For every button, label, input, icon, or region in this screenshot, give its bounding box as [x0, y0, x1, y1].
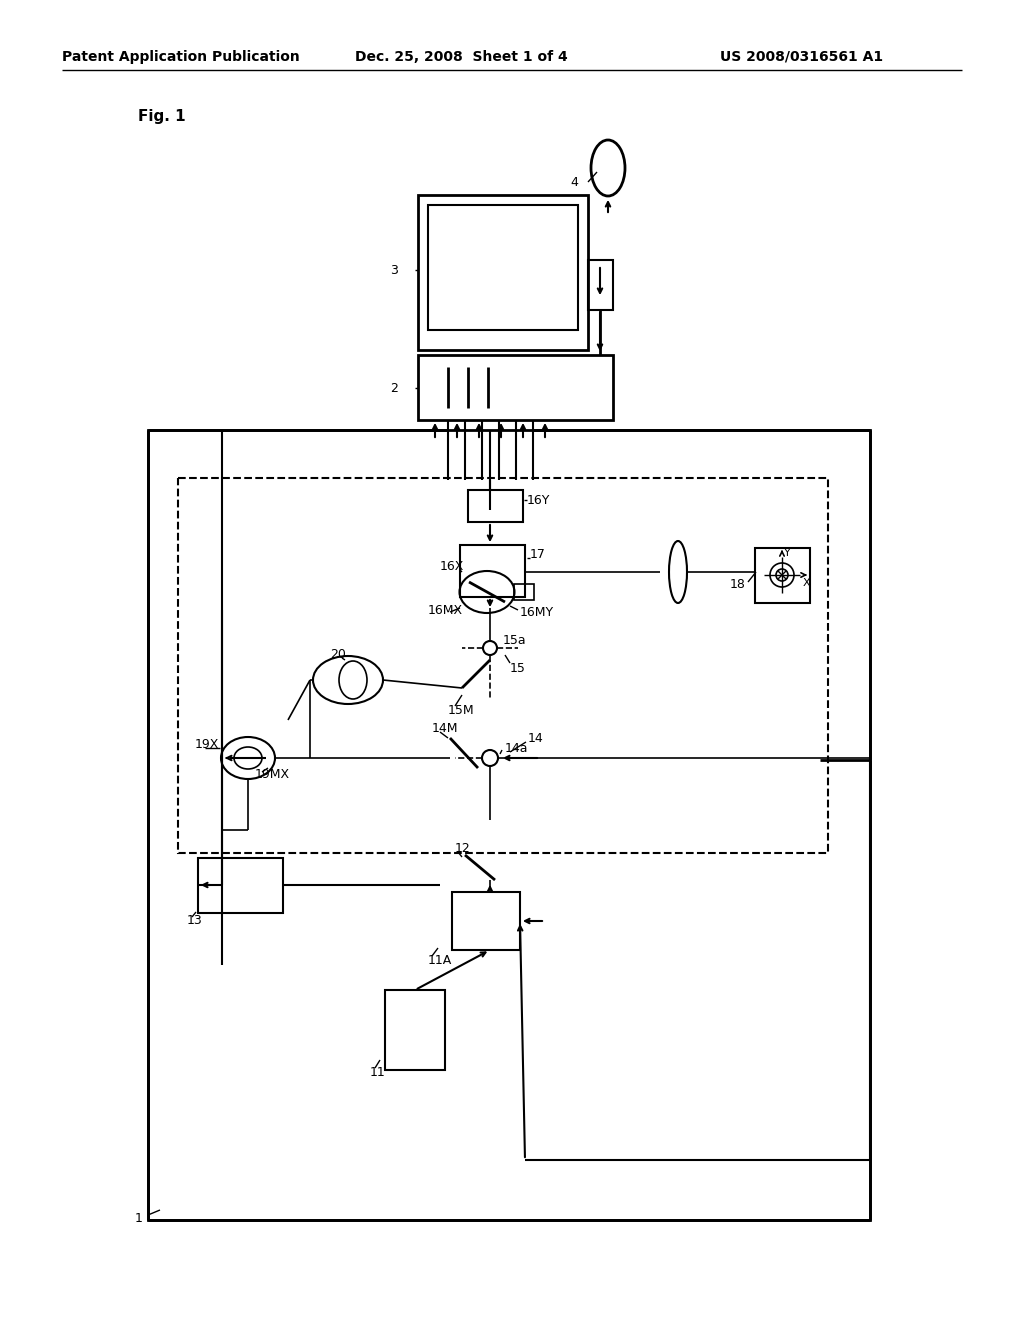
Bar — [460, 545, 525, 597]
Bar — [468, 490, 523, 521]
Bar — [514, 583, 534, 601]
Bar — [452, 892, 520, 950]
Text: 11: 11 — [370, 1065, 386, 1078]
Text: Dec. 25, 2008  Sheet 1 of 4: Dec. 25, 2008 Sheet 1 of 4 — [355, 50, 567, 63]
Text: 3: 3 — [390, 264, 398, 276]
Text: 2: 2 — [390, 381, 398, 395]
Text: 19MX: 19MX — [255, 768, 290, 781]
Bar — [428, 205, 578, 330]
Text: 15M: 15M — [449, 704, 475, 717]
Bar — [755, 548, 810, 603]
Text: 13: 13 — [187, 913, 203, 927]
Text: US 2008/0316561 A1: US 2008/0316561 A1 — [720, 50, 883, 63]
Text: 16X: 16X — [440, 561, 464, 573]
Text: 14a: 14a — [505, 742, 528, 755]
Text: X: X — [803, 578, 811, 587]
Text: Fig. 1: Fig. 1 — [138, 108, 185, 124]
Text: 11A: 11A — [428, 953, 453, 966]
Bar — [418, 195, 588, 350]
Bar — [178, 478, 828, 853]
Text: 14: 14 — [528, 731, 544, 744]
Bar — [418, 355, 613, 420]
Text: 12: 12 — [455, 842, 471, 854]
Text: 18: 18 — [730, 578, 745, 591]
Text: Y: Y — [784, 548, 791, 558]
Text: 19X: 19X — [195, 738, 219, 751]
Text: 16Y: 16Y — [527, 494, 550, 507]
Bar — [148, 430, 870, 1220]
Text: Patent Application Publication: Patent Application Publication — [62, 50, 300, 63]
Bar — [385, 990, 445, 1071]
Text: 15a: 15a — [503, 634, 526, 647]
Text: 16MY: 16MY — [520, 606, 554, 619]
Text: 20: 20 — [330, 648, 346, 661]
Text: 17: 17 — [530, 549, 546, 561]
Text: 14M: 14M — [432, 722, 459, 734]
Text: 1: 1 — [135, 1212, 143, 1225]
Text: 15: 15 — [510, 661, 526, 675]
Text: 4: 4 — [570, 177, 578, 190]
Bar — [588, 260, 613, 310]
Text: 16MX: 16MX — [428, 603, 463, 616]
Bar — [198, 858, 283, 913]
